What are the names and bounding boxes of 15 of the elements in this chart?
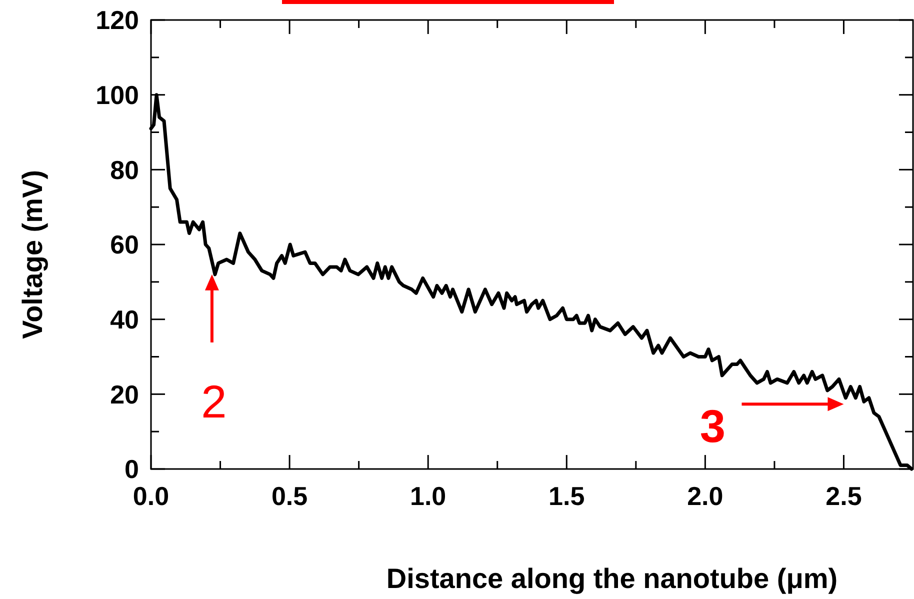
x-tick-label: 1.5 (548, 481, 585, 511)
y-axis-title: Voltage (mV) (17, 170, 48, 340)
x-tick-label: 2.0 (687, 481, 724, 511)
y-tick-label: 120 (96, 5, 139, 36)
x-axis-title: Distance along the nanotube (μm) (386, 563, 838, 594)
y-tick-label: 20 (110, 379, 139, 410)
y-tick-label: 60 (110, 230, 139, 260)
x-tick-label: 1.0 (410, 481, 446, 511)
y-tick-label: 100 (96, 80, 139, 110)
x-tick-label: 0.5 (271, 481, 308, 511)
annotation: 3 (700, 400, 726, 452)
annotation: 2 (201, 375, 227, 428)
y-tick-label: 80 (110, 154, 139, 185)
x-tick-label: 2.5 (826, 481, 862, 511)
y-tick-label: 40 (110, 304, 139, 334)
